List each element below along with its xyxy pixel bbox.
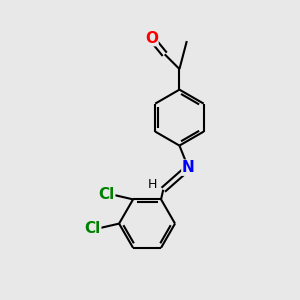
Text: Cl: Cl xyxy=(98,188,115,202)
Text: Cl: Cl xyxy=(85,220,101,236)
Text: N: N xyxy=(182,160,195,175)
Text: O: O xyxy=(145,31,158,46)
Text: H: H xyxy=(147,178,157,191)
